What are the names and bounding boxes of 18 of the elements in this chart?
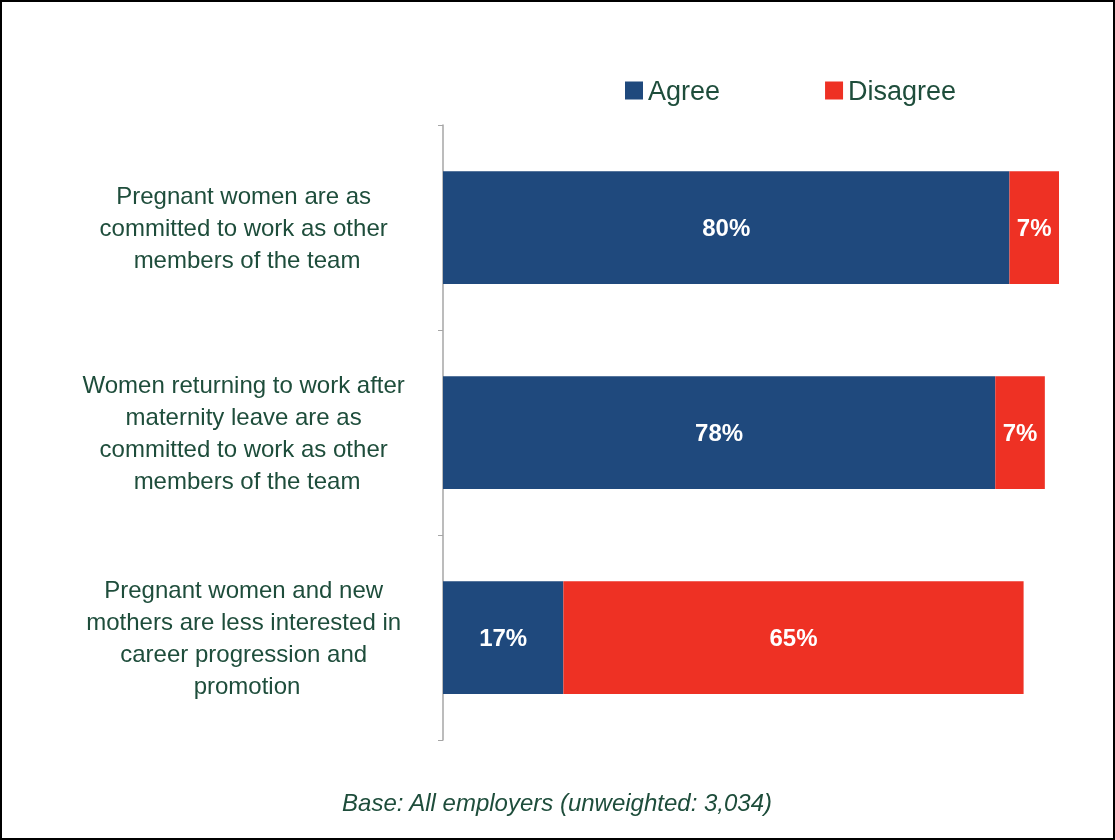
data-label: 7%	[1016, 214, 1052, 241]
y-tick-label: Women returning to work after maternity leave are as committed to work as other members of the team	[82, 371, 412, 494]
legend-label: Disagree	[848, 75, 957, 106]
data-label: 7%	[1002, 419, 1038, 446]
text: Base: All employers (unweighted: 3,034)	[342, 788, 773, 816]
data-label: 65%	[769, 624, 818, 651]
bar	[1009, 171, 1059, 284]
y-tick-label: Pregnant women are as committed to work as other members of the team	[99, 182, 395, 273]
bar	[443, 171, 1010, 284]
bar	[563, 581, 1024, 694]
data-label: 80%	[702, 214, 751, 241]
bar	[443, 581, 564, 694]
bar	[995, 376, 1045, 489]
data-label: 17%	[479, 624, 528, 651]
legend-label: Agree	[648, 75, 721, 106]
y-tick-label: Pregnant women and new mothers are less interested in career progression and promotion	[86, 576, 408, 699]
bar	[443, 376, 996, 489]
data-label: 78%	[695, 419, 744, 446]
